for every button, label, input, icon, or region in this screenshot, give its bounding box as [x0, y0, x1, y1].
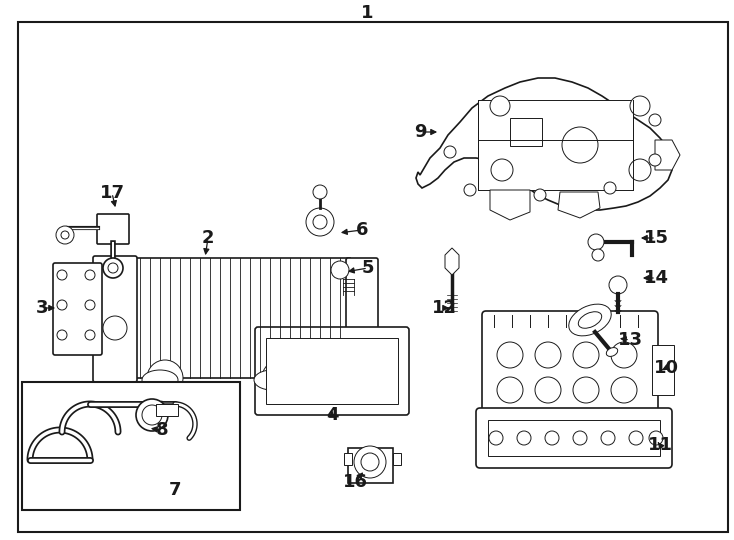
- Bar: [266, 338, 398, 404]
- Circle shape: [361, 453, 379, 471]
- Circle shape: [331, 261, 349, 279]
- FancyBboxPatch shape: [482, 311, 658, 444]
- Bar: [478, 100, 633, 190]
- Circle shape: [629, 431, 643, 445]
- Circle shape: [573, 377, 599, 403]
- Circle shape: [630, 96, 650, 116]
- Circle shape: [611, 342, 637, 368]
- Text: 5: 5: [362, 259, 374, 277]
- Circle shape: [497, 342, 523, 368]
- Text: 8: 8: [156, 421, 168, 439]
- Text: 4: 4: [326, 406, 338, 424]
- Bar: [156, 404, 178, 416]
- Circle shape: [611, 377, 637, 403]
- Circle shape: [573, 342, 599, 368]
- Circle shape: [313, 185, 327, 199]
- FancyBboxPatch shape: [53, 263, 102, 355]
- Bar: [22, 382, 240, 510]
- Text: 15: 15: [644, 229, 669, 247]
- Circle shape: [545, 431, 559, 445]
- Circle shape: [57, 300, 67, 310]
- Ellipse shape: [254, 370, 290, 390]
- Text: 14: 14: [644, 269, 669, 287]
- Text: 10: 10: [653, 359, 678, 377]
- FancyBboxPatch shape: [346, 258, 378, 380]
- Circle shape: [535, 377, 561, 403]
- Circle shape: [262, 360, 298, 396]
- Text: 6: 6: [356, 221, 368, 239]
- Circle shape: [592, 249, 604, 261]
- Circle shape: [649, 431, 663, 445]
- Bar: [344, 453, 352, 465]
- Circle shape: [535, 342, 561, 368]
- Circle shape: [517, 431, 531, 445]
- Ellipse shape: [606, 348, 618, 356]
- Circle shape: [103, 258, 123, 278]
- Circle shape: [649, 154, 661, 166]
- Bar: [348, 448, 393, 483]
- Circle shape: [142, 405, 162, 425]
- Circle shape: [497, 377, 523, 403]
- FancyBboxPatch shape: [97, 214, 129, 244]
- Text: 9: 9: [414, 123, 426, 141]
- Text: 17: 17: [100, 184, 125, 202]
- Circle shape: [108, 263, 118, 273]
- Circle shape: [147, 360, 183, 396]
- Circle shape: [534, 189, 546, 201]
- Text: 7: 7: [169, 481, 181, 499]
- Circle shape: [629, 159, 651, 181]
- Circle shape: [85, 300, 95, 310]
- Circle shape: [313, 215, 327, 229]
- Polygon shape: [558, 192, 600, 218]
- Circle shape: [444, 146, 456, 158]
- FancyBboxPatch shape: [255, 327, 409, 415]
- Text: 3: 3: [36, 299, 48, 317]
- Circle shape: [57, 330, 67, 340]
- Circle shape: [573, 431, 587, 445]
- Polygon shape: [416, 78, 672, 210]
- Circle shape: [489, 431, 503, 445]
- Text: 1: 1: [360, 4, 374, 22]
- FancyBboxPatch shape: [93, 256, 137, 382]
- Circle shape: [354, 446, 386, 478]
- Circle shape: [464, 184, 476, 196]
- Bar: [652, 345, 674, 395]
- FancyBboxPatch shape: [476, 408, 672, 468]
- Circle shape: [61, 231, 69, 239]
- Circle shape: [588, 234, 604, 250]
- Polygon shape: [445, 248, 459, 275]
- Text: 13: 13: [617, 331, 642, 349]
- Circle shape: [85, 270, 95, 280]
- Bar: [510, 118, 542, 146]
- Circle shape: [490, 96, 510, 116]
- Polygon shape: [655, 140, 680, 170]
- Text: 12: 12: [432, 299, 457, 317]
- Circle shape: [103, 316, 127, 340]
- Circle shape: [56, 226, 74, 244]
- Circle shape: [491, 159, 513, 181]
- Circle shape: [604, 182, 616, 194]
- Circle shape: [57, 270, 67, 280]
- Ellipse shape: [569, 304, 611, 336]
- Circle shape: [562, 127, 598, 163]
- Ellipse shape: [578, 312, 602, 328]
- Ellipse shape: [142, 370, 178, 390]
- Circle shape: [85, 330, 95, 340]
- Bar: [393, 453, 401, 465]
- Circle shape: [601, 431, 615, 445]
- Bar: [488, 420, 660, 456]
- Circle shape: [609, 276, 627, 294]
- Text: 2: 2: [202, 229, 214, 247]
- Text: 11: 11: [647, 436, 672, 454]
- Text: 16: 16: [343, 473, 368, 491]
- Polygon shape: [490, 190, 530, 220]
- Circle shape: [136, 399, 168, 431]
- Circle shape: [306, 208, 334, 236]
- Circle shape: [649, 114, 661, 126]
- Bar: [130, 258, 350, 378]
